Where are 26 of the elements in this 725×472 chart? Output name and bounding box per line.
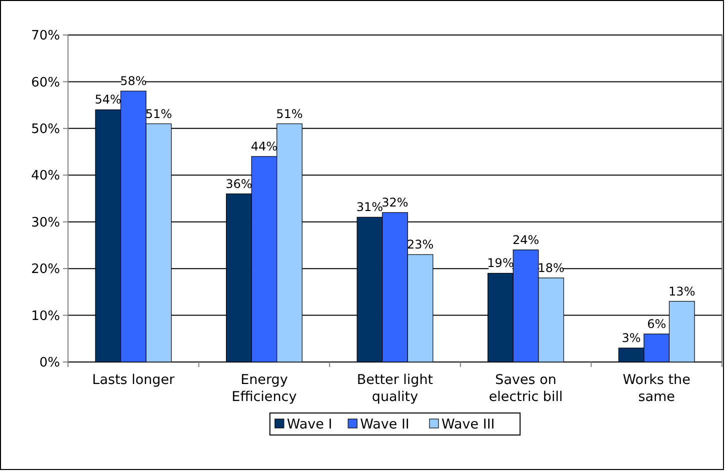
legend-label: Wave III	[442, 416, 495, 433]
data-label: 58%	[120, 74, 147, 88]
y-tick-label: 30%	[31, 215, 60, 230]
x-tick-label: Better light quality	[356, 372, 434, 405]
y-tick-label: 60%	[31, 75, 60, 90]
data-label: 13%	[668, 284, 696, 298]
y-tick-label: 0%	[39, 356, 60, 371]
y-tick-label: 40%	[31, 168, 60, 184]
data-label: 32%	[382, 196, 408, 210]
y-tick-label: 50%	[31, 122, 60, 137]
data-label: 24%	[512, 232, 540, 247]
x-tick-label: Energy Efficiency	[232, 372, 297, 405]
data-label: 31%	[356, 200, 384, 214]
data-label: 18%	[538, 260, 564, 275]
x-tick-label: Works the same	[622, 372, 690, 405]
data-label: 54%	[94, 92, 122, 107]
data-label: 6%	[647, 316, 666, 331]
y-tick-label: 20%	[31, 262, 60, 278]
y-tick-label: 70%	[31, 28, 60, 44]
x-tick-label: Lasts longer	[92, 372, 176, 388]
x-tick-label: Saves on electric bill	[488, 372, 563, 405]
legend-label: Wave II	[360, 416, 410, 433]
legend-label: Wave I	[286, 416, 332, 433]
data-label: 51%	[276, 106, 303, 121]
y-tick-label: 10%	[31, 308, 60, 324]
data-label: 3%	[622, 330, 641, 345]
